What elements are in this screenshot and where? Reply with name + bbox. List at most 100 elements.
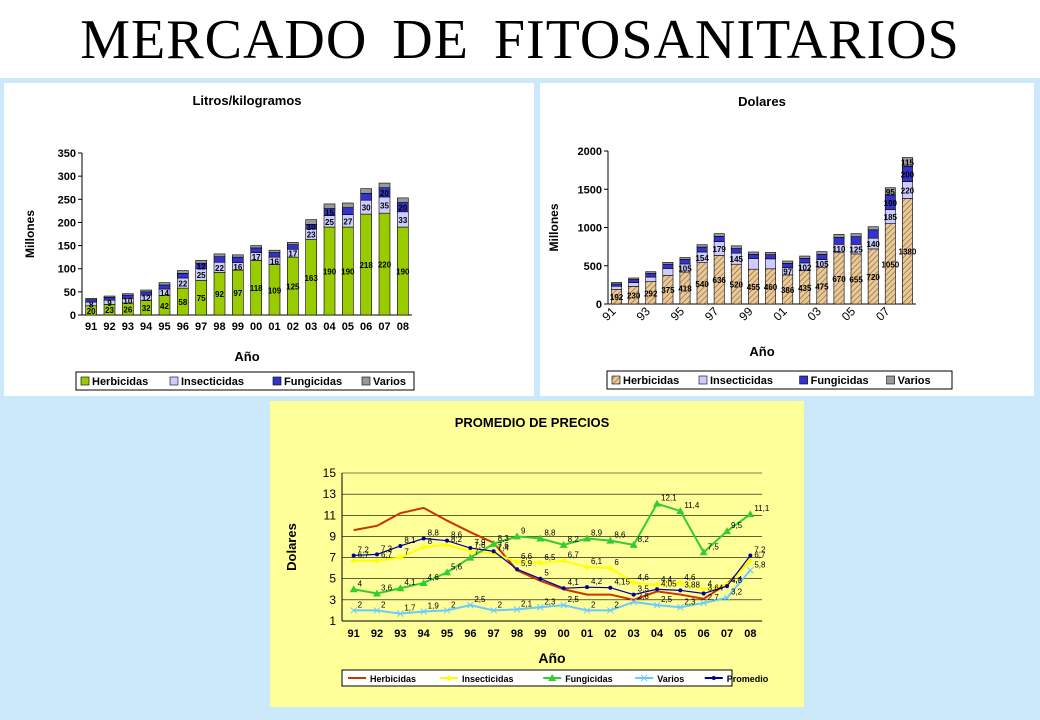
data-point — [701, 591, 706, 596]
y-tick-label: 13 — [323, 487, 337, 501]
data-label: 16 — [270, 257, 279, 266]
legend-label: Insecticidas — [181, 376, 244, 388]
data-label: 12 — [197, 262, 206, 271]
legend-box — [341, 669, 733, 687]
data-label: 8,2 — [451, 535, 463, 544]
bar-segment — [85, 299, 97, 303]
bar-segment — [748, 253, 759, 259]
data-point — [606, 536, 615, 544]
x-axis-title: Año — [234, 349, 259, 364]
legend-swatch — [272, 376, 282, 386]
data-label: 230 — [627, 292, 641, 301]
data-point — [711, 676, 716, 680]
data-label: 9 — [107, 299, 112, 308]
bar-segment — [867, 229, 879, 239]
data-label: 636 — [713, 276, 727, 285]
data-label: 6,7 — [381, 551, 393, 560]
x-axis-title: Año — [749, 344, 774, 359]
data-point — [537, 559, 544, 566]
data-label: 2,8 — [638, 592, 650, 601]
x-tick-label: 92 — [103, 321, 115, 333]
page-title: MERCADO DE FITOSANITARIOS — [80, 9, 960, 71]
data-point — [397, 554, 404, 561]
x-tick-label: 99 — [534, 628, 546, 640]
x-tick-label: 91 — [599, 304, 619, 324]
data-label: 3,2 — [731, 588, 743, 597]
data-label: 9,5 — [731, 521, 743, 530]
data-label: 8 — [428, 537, 433, 546]
bar-segment — [213, 256, 226, 263]
data-label: 2 — [358, 600, 363, 609]
y-axis-title: Millones — [547, 203, 561, 251]
data-label: 2 — [451, 600, 456, 609]
data-label: 23 — [105, 306, 114, 315]
data-label: 220 — [378, 261, 392, 270]
bar-segment — [696, 246, 708, 253]
data-point — [396, 610, 404, 617]
data-label: 125 — [849, 246, 863, 255]
legend-swatch — [799, 375, 808, 385]
x-tick-label: 95 — [441, 628, 453, 640]
x-tick-label: 99 — [736, 304, 756, 324]
data-label: 8,3 — [498, 534, 510, 543]
data-label: 6,7 — [568, 551, 580, 560]
bar-segment — [360, 188, 372, 194]
data-label: 8,6 — [614, 531, 626, 540]
y-tick-label: 300 — [58, 171, 76, 183]
data-label: 8,9 — [591, 529, 603, 538]
x-tick-label: 93 — [394, 628, 406, 640]
x-tick-label: 01 — [268, 321, 280, 333]
bar-segment — [250, 247, 262, 253]
bar-segment — [140, 291, 152, 296]
y-tick-label: 200 — [58, 217, 76, 229]
y-axis-title: Dolares — [284, 523, 299, 571]
legend-swatch — [361, 376, 371, 386]
bar-segment — [85, 298, 97, 301]
series-line — [353, 569, 752, 615]
data-label: 2 — [498, 600, 503, 609]
bar-segment — [799, 258, 811, 264]
data-label: 2 — [591, 600, 596, 609]
x-tick-label: 03 — [805, 304, 825, 324]
data-point — [560, 557, 567, 564]
y-tick-label: 500 — [584, 261, 602, 273]
chart-title: Dolares — [738, 94, 786, 109]
data-point — [467, 548, 474, 555]
bar-segment — [782, 263, 794, 268]
data-point — [536, 534, 545, 542]
data-label: 109 — [268, 286, 282, 295]
data-label: 16 — [233, 263, 242, 272]
data-point — [349, 585, 358, 593]
data-point — [374, 557, 380, 564]
legend-label: Insecticidas — [462, 674, 514, 684]
data-label: 7,2 — [358, 545, 370, 554]
y-tick-label: 150 — [58, 241, 76, 253]
data-label: 4,6 — [638, 573, 650, 582]
data-label: 2 — [381, 600, 386, 609]
bar-segment — [342, 202, 354, 208]
data-label: 7,6 — [498, 541, 510, 550]
data-label: 26 — [123, 305, 132, 314]
x-tick-label: 05 — [342, 321, 354, 333]
data-label: 292 — [644, 289, 658, 298]
bar-segment — [360, 192, 372, 201]
bar-segment — [122, 294, 134, 299]
data-label: 2,5 — [661, 595, 673, 604]
data-label: 4,05 — [661, 579, 677, 588]
x-tick-label: 92 — [371, 628, 383, 640]
bar-segment — [232, 256, 244, 263]
data-point — [420, 544, 427, 550]
x-tick-label: 04 — [651, 628, 664, 640]
bar-segment — [748, 251, 759, 255]
data-label: 1,9 — [428, 601, 440, 610]
data-point — [725, 584, 729, 589]
data-label: 4,6 — [684, 573, 696, 582]
x-tick-label: 91 — [348, 628, 360, 640]
data-label: 4,1 — [568, 578, 580, 587]
bar-segment — [765, 254, 776, 260]
data-label: 15 — [325, 209, 334, 218]
x-tick-label: 06 — [360, 321, 372, 333]
data-point — [700, 599, 708, 607]
bar-segment — [902, 157, 913, 167]
legend-label: Herbicidas — [370, 674, 416, 684]
